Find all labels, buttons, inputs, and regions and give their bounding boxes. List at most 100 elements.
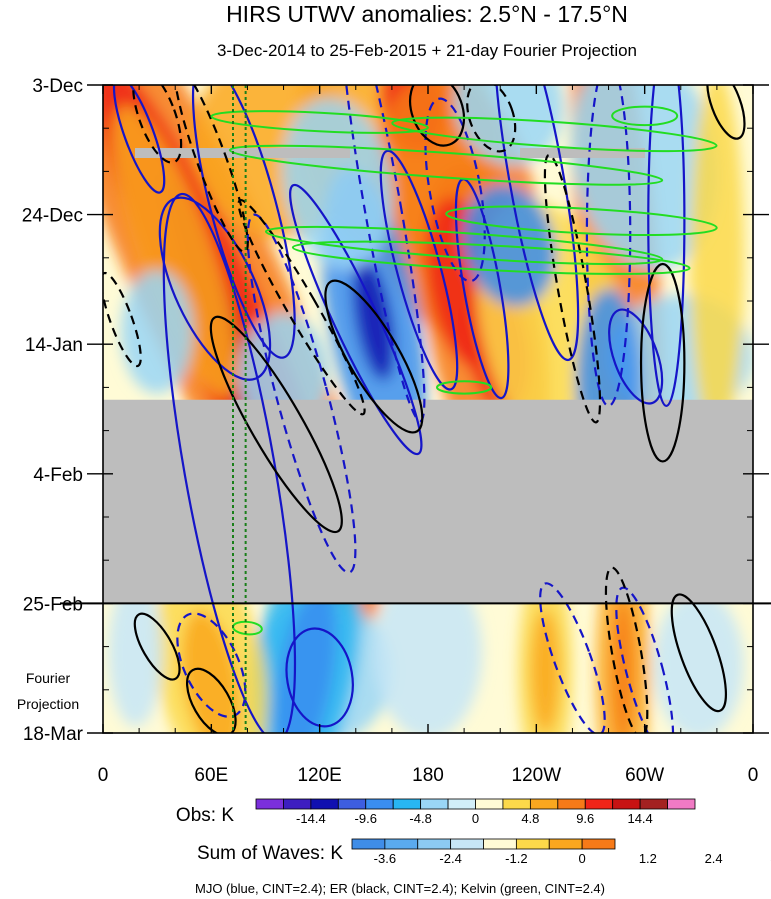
colorbar-swatch — [475, 798, 504, 810]
colorbar-tick-label: 0 — [579, 851, 586, 866]
chart-title: HIRS UTWV anomalies: 2.5°N - 17.5°N — [226, 1, 628, 27]
anomaly-blob — [689, 85, 744, 443]
mjo-contour — [340, 85, 426, 423]
kelvin-contour — [611, 105, 679, 127]
anomaly-blob — [530, 609, 560, 733]
kelvin-contour — [228, 144, 664, 186]
y-tick-label: 3-Dec — [32, 76, 83, 97]
missing-data-strip-left — [135, 148, 350, 158]
reference-lines — [232, 85, 247, 733]
x-tick-label: 120E — [297, 765, 341, 786]
y-tick-label: 25-Feb — [23, 594, 83, 615]
waves-colorbar-label: Sum of Waves: K — [197, 843, 343, 864]
mjo-contour — [424, 97, 486, 283]
anomaly-blob — [653, 591, 744, 733]
colorbar-swatch — [420, 798, 449, 810]
er-contour — [543, 153, 602, 424]
colorbar-swatch — [557, 798, 586, 810]
er-contour — [466, 85, 517, 153]
colorbar-swatch — [283, 798, 312, 810]
colorbar-swatch — [581, 838, 616, 850]
missing-data-band — [103, 399, 753, 604]
colorbar-tick-label: 1.2 — [639, 851, 657, 866]
colorbar-swatch — [612, 798, 641, 810]
colorbar-tick-label: 9.6 — [576, 811, 594, 826]
colorbar-swatch — [450, 838, 484, 850]
er-contour — [209, 315, 343, 534]
y-axis: 3-Dec 24-Dec 14-Jan 4-Feb 25-Feb 18-Mar — [22, 76, 769, 745]
colorbar-swatch — [483, 838, 517, 850]
colorbar-tick-label: 0 — [472, 811, 479, 826]
er-contour — [670, 593, 728, 713]
colorbar-tick-label: -4.8 — [409, 811, 431, 826]
er-contour — [639, 262, 686, 463]
colorbar-swatch — [392, 798, 422, 810]
waves-colorbar: -3.6-2.4-1.201.22.43.6 — [351, 838, 771, 866]
x-axis: 0 60E 120E 180 120W 60W 0 — [98, 85, 759, 786]
obs-colorbar: -14.4 -9.6 -4.8 0 4.8 9.6 14.4 — [255, 798, 696, 826]
er-contour — [324, 279, 424, 434]
mjo-contour — [191, 85, 296, 359]
mjo-contour — [289, 183, 423, 456]
colorbar-tick-label: -2.4 — [439, 851, 461, 866]
colorbar-swatch — [447, 798, 476, 810]
missing-data-strip-right — [520, 148, 645, 158]
colorbar-tick-label: -9.6 — [355, 811, 377, 826]
x-tick-label: 60E — [194, 765, 228, 786]
colorbar-swatch — [417, 838, 452, 850]
mjo-contour — [539, 582, 606, 733]
colorbar-swatch — [529, 798, 559, 810]
colorbar-swatch — [639, 798, 668, 810]
colorbar-swatch — [515, 838, 550, 850]
colorbar-tick-label: -1.2 — [505, 851, 527, 866]
mjo-contour — [246, 213, 357, 574]
er-contour — [133, 612, 181, 681]
x-tick-label: 120W — [512, 765, 562, 786]
anomaly-blob — [353, 258, 395, 381]
colorbar-tick-label: 2.4 — [705, 851, 723, 866]
colorbar-swatch — [351, 838, 386, 850]
mjo-contour — [285, 627, 354, 728]
mjo-contour — [647, 85, 686, 407]
colorbar-tick-label: -3.6 — [374, 851, 396, 866]
colorbar-swatch — [502, 798, 531, 810]
kelvin-contour — [436, 380, 493, 395]
colorbar-swatch — [548, 838, 583, 850]
x-tick-label: 0 — [748, 765, 759, 786]
colorbar-swatch — [584, 798, 614, 810]
colorbar-swatch — [365, 798, 394, 810]
y-tick-label: 4-Feb — [33, 465, 83, 486]
mjo-contour — [608, 308, 664, 405]
y-tick-label: 24-Dec — [22, 206, 83, 227]
colorbar-swatch — [667, 798, 696, 810]
chart-subtitle: 3-Dec-2014 to 25-Feb-2015 + 21-day Fouri… — [217, 41, 637, 60]
mjo-contour — [615, 586, 675, 733]
anomaly-blob — [373, 566, 483, 733]
projection-label-line2: Projection — [17, 696, 79, 712]
kelvin-contour — [445, 205, 718, 236]
colorbar-tick-label: -14.4 — [296, 811, 326, 826]
kelvin-contour — [210, 110, 429, 134]
x-tick-label: 0 — [98, 765, 109, 786]
x-tick-label: 180 — [412, 765, 444, 786]
er-contour — [103, 271, 142, 368]
y-tick-label: 14-Jan — [25, 335, 83, 356]
obs-colorbar-label: Obs: K — [176, 805, 234, 826]
colorbar-tick-label: 4.8 — [521, 811, 539, 826]
kelvin-contour — [291, 240, 691, 275]
anomaly-blob — [570, 85, 719, 270]
kelvin-contour — [391, 116, 718, 153]
mjo-contour — [379, 149, 459, 391]
er-contour — [132, 85, 183, 164]
x-tick-label: 60W — [625, 765, 664, 786]
er-contour — [237, 198, 366, 416]
colorbar-swatch — [310, 798, 339, 810]
colorbar-swatch — [337, 798, 367, 810]
colorbar-swatch — [384, 838, 419, 850]
er-contour — [173, 85, 249, 254]
y-tick-label: 18-Mar — [23, 724, 84, 745]
mjo-contour — [162, 192, 297, 733]
er-contour — [185, 667, 237, 733]
footnote: MJO (blue, CINT=2.4); ER (black, CINT=2.… — [195, 881, 605, 896]
